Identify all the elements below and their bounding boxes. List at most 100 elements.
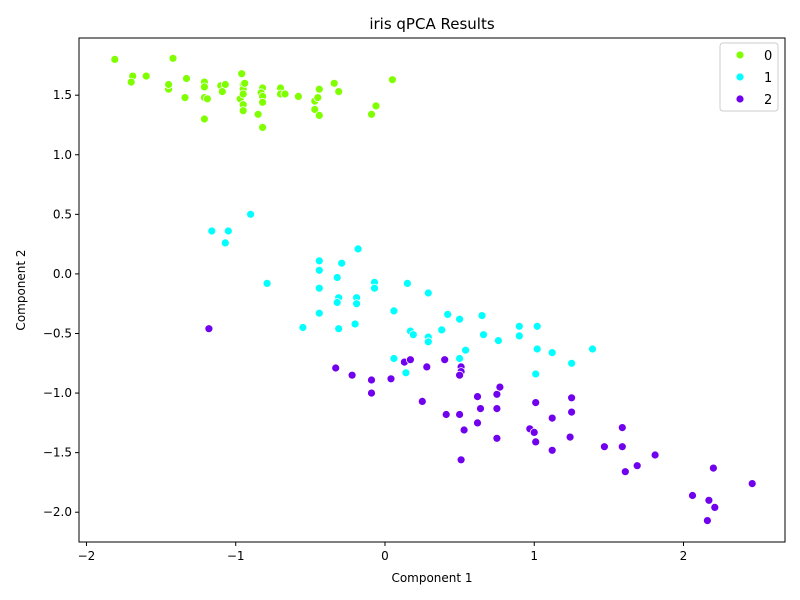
data-point-series-1 [314, 308, 324, 318]
data-point-series-1 [531, 369, 541, 379]
data-point-series-0 [313, 93, 323, 102]
data-point-series-2 [620, 467, 630, 477]
data-point-series-2 [405, 355, 415, 365]
data-point-series-1 [334, 324, 344, 334]
data-point-series-1 [314, 256, 324, 266]
data-point-series-2 [710, 502, 720, 512]
data-point-series-1 [532, 344, 542, 354]
data-point-series-1 [455, 314, 465, 324]
data-point-series-0 [180, 93, 190, 102]
data-point-series-2 [459, 425, 469, 435]
data-point-series-0 [141, 71, 151, 81]
y-tick-label: 0.5 [53, 207, 72, 221]
data-point-series-2 [531, 398, 541, 408]
data-point-series-0 [238, 106, 248, 116]
data-point-series-0 [334, 87, 344, 96]
data-point-series-0 [258, 97, 268, 107]
data-point-series-1 [437, 325, 447, 335]
data-point-series-2 [600, 442, 609, 452]
data-point-series-2 [495, 382, 505, 392]
y-axis-ticks: −2.0 −1.5 −1.0 −0.5 0.0 0.5 1.0 1.5 [43, 88, 79, 519]
data-point-series-1 [352, 299, 362, 309]
data-point-series-0 [310, 105, 320, 114]
data-point-series-0 [293, 92, 303, 101]
y-tick-label: −0.5 [43, 326, 72, 340]
data-point-series-0 [199, 114, 209, 124]
data-point-series-1 [402, 278, 412, 288]
data-point-series-1 [353, 244, 363, 254]
data-point-series-1 [223, 226, 233, 236]
data-point-series-2 [688, 491, 697, 500]
data-point-series-0 [237, 69, 247, 79]
data-point-series-2 [617, 423, 627, 433]
data-point-series-0 [253, 109, 263, 119]
data-point-series-1 [332, 298, 342, 307]
data-point-series-2 [440, 355, 450, 365]
data-point-series-1 [337, 258, 347, 268]
data-point-series-1 [246, 209, 256, 219]
legend: 0 1 2 [719, 42, 779, 112]
data-point-series-0 [367, 109, 376, 119]
data-point-series-1 [477, 311, 487, 321]
data-point-series-1 [514, 331, 524, 341]
x-tick-label: −2 [78, 549, 96, 563]
data-point-series-0 [371, 101, 381, 111]
data-point-series-0 [110, 55, 120, 64]
y-tick-label: 1.0 [53, 148, 72, 162]
x-tick-label: −1 [227, 549, 245, 563]
data-point-series-2 [473, 392, 482, 402]
data-point-series-2 [455, 370, 465, 380]
data-point-series-0 [314, 84, 324, 94]
data-point-series-2 [367, 388, 376, 398]
data-point-series-1 [314, 283, 324, 293]
data-point-series-2 [455, 410, 465, 419]
data-point-series-0 [126, 77, 136, 87]
data-point-series-2 [367, 375, 376, 385]
data-point-series-1 [493, 336, 503, 346]
legend-marker [735, 94, 745, 104]
data-point-series-2 [567, 407, 576, 417]
data-point-series-1 [314, 265, 324, 275]
data-point-series-1 [350, 319, 360, 329]
data-point-series-1 [332, 273, 342, 282]
data-point-series-2 [476, 404, 485, 414]
legend-label: 2 [764, 93, 772, 108]
legend-label: 1 [764, 71, 772, 86]
data-point-series-2 [547, 413, 557, 423]
data-point-series-2 [531, 437, 541, 447]
data-point-series-0 [280, 89, 290, 99]
data-point-series-1 [262, 278, 272, 288]
data-point-series-2 [492, 389, 502, 399]
legend-label: 0 [764, 49, 772, 64]
data-point-series-2 [650, 450, 660, 460]
data-point-series-1 [220, 238, 230, 248]
data-point-series-0 [182, 74, 191, 83]
data-point-series-2 [492, 404, 502, 414]
data-point-series-2 [331, 363, 341, 373]
data-point-series-2 [565, 432, 575, 442]
data-point-series-0 [314, 111, 324, 120]
data-point-series-2 [632, 461, 642, 471]
data-point-series-2 [473, 418, 482, 428]
data-point-series-0 [217, 87, 227, 96]
x-axis-label: Component 1 [391, 571, 472, 585]
data-point-series-1 [567, 358, 576, 368]
data-point-series-2 [492, 433, 502, 443]
data-point-series-1 [455, 354, 465, 363]
data-point-series-0 [387, 75, 397, 85]
data-point-series-1 [443, 309, 453, 319]
x-tick-label: 0 [381, 549, 389, 563]
data-point-series-1 [461, 345, 471, 355]
data-point-series-0 [238, 89, 248, 99]
data-point-series-1 [479, 330, 488, 340]
data-point-series-0 [164, 80, 174, 89]
data-point-series-1 [389, 354, 399, 363]
data-point-series-1 [532, 321, 542, 331]
data-point-series-1 [547, 348, 557, 358]
data-point-series-0 [168, 53, 178, 63]
data-point-series-2 [422, 362, 432, 372]
data-point-series-1 [408, 330, 418, 340]
legend-box [719, 42, 779, 112]
data-point-series-2 [617, 442, 627, 452]
